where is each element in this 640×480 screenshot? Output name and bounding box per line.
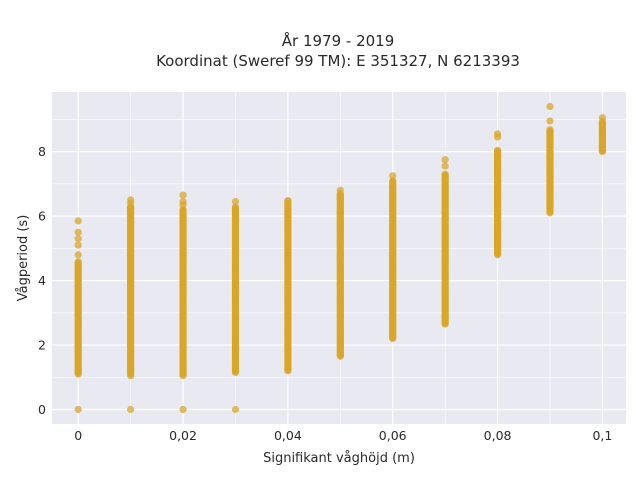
data-point [231,203,240,211]
y-tick-label: 4 [38,273,46,288]
data-point [441,162,449,170]
data-point [74,217,82,225]
data-point [74,405,82,414]
data-point [441,156,449,164]
data-point [284,197,292,205]
data-point [546,126,554,134]
data-point [441,170,449,178]
data-point [74,258,82,266]
data-point [598,114,607,122]
data-point [441,286,449,294]
y-axis-label: Vågperiod (s) [16,215,31,302]
y-tick-label: 8 [38,144,46,159]
data-point [389,177,397,185]
y-tick-label: 0 [38,402,46,417]
data-point [127,372,135,380]
data-point [74,228,82,236]
data-point [74,235,82,243]
data-point [493,130,502,138]
x-tick-label: 0,04 [274,428,302,443]
points-layer [74,102,607,414]
data-point [179,197,187,206]
y-tick-label: 6 [38,209,46,224]
chart-title-line-1: År 1979 - 2019 [282,31,395,50]
x-axis-label: Signifikant våghöjd (m) [263,451,415,466]
data-point [231,197,240,206]
data-point [389,172,397,180]
data-point [74,251,82,259]
data-point [179,372,187,380]
data-point [127,196,135,204]
x-tick-label: 0,06 [379,428,407,443]
chart-title-line-2: Koordinat (Sweref 99 TM): E 351327, N 62… [156,52,520,70]
data-point [127,405,135,414]
x-tick-label: 0,1 [592,428,612,443]
data-point [546,102,554,111]
data-point [336,186,344,194]
data-point [231,405,240,414]
y-tick-label: 2 [38,338,46,353]
x-tick-label: 0,02 [169,428,197,443]
data-point [74,241,82,249]
data-point [493,146,502,154]
data-point [546,117,554,125]
x-tick-label: 0 [74,428,82,443]
tick-layer: 0 0,02 0,04 0,06 0,08 0,1 0 2 4 6 8 [38,144,612,443]
data-point [179,405,187,414]
data-point [179,191,187,199]
x-tick-label: 0,08 [484,428,512,443]
